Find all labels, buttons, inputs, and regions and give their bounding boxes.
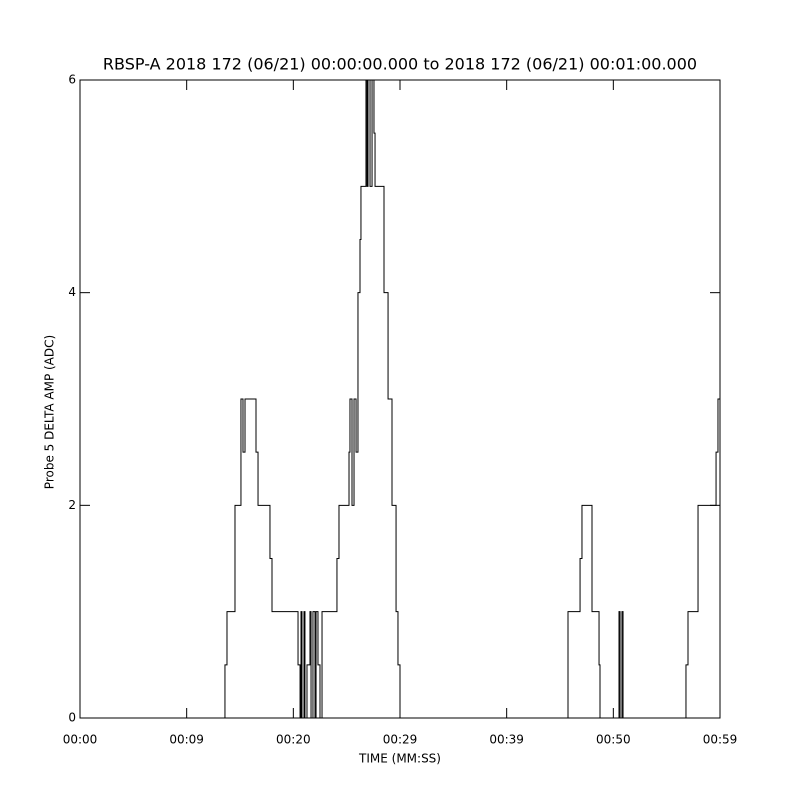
y-axis-label: Probe 5 DELTA AMP (ADC)	[43, 335, 57, 489]
x-tick-label: 00:20	[276, 733, 311, 747]
x-tick-label: 00:09	[169, 733, 204, 747]
x-tick-label: 00:59	[703, 733, 738, 747]
y-tick-label: 6	[68, 73, 76, 87]
x-tick-label: 00:39	[489, 733, 524, 747]
y-tick-label: 0	[68, 711, 76, 725]
y-tick-label: 2	[68, 498, 76, 512]
x-axis-label: TIME (MM:SS)	[358, 752, 441, 766]
data-line	[80, 79, 720, 719]
y-tick-label: 4	[68, 285, 76, 299]
chart-title: RBSP-A 2018 172 (06/21) 00:00:00.000 to …	[103, 55, 697, 74]
x-tick-label: 00:00	[63, 733, 98, 747]
x-tick-label: 00:50	[596, 733, 631, 747]
x-tick-label: 00:29	[383, 733, 418, 747]
